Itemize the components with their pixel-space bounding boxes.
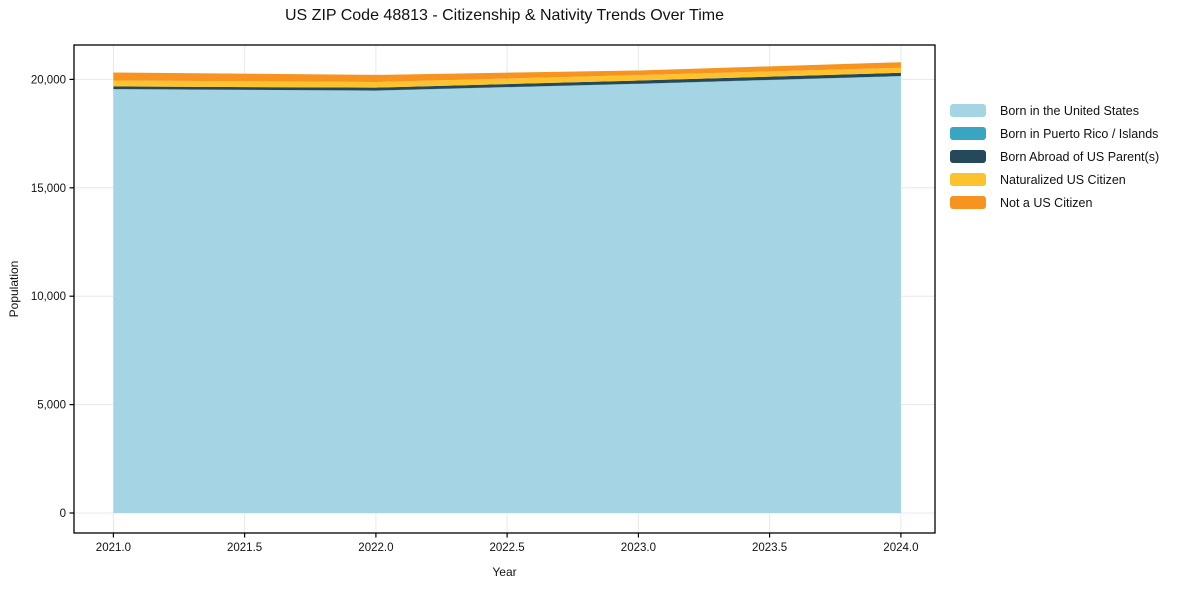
legend-swatch-naturalized bbox=[950, 173, 986, 186]
legend-swatch-not-citizen bbox=[950, 196, 986, 209]
legend-item: Born in the United States bbox=[950, 103, 1159, 118]
y-tick-label: 15,000 bbox=[31, 183, 66, 195]
x-tick-label: 2022.5 bbox=[490, 542, 525, 554]
legend-item: Naturalized US Citizen bbox=[950, 172, 1159, 187]
area-series-3 bbox=[113, 67, 901, 88]
legend-label: Naturalized US Citizen bbox=[1000, 172, 1126, 187]
x-tick-label: 2021.0 bbox=[96, 542, 131, 554]
y-tick-label: 20,000 bbox=[31, 74, 66, 86]
x-tick-label: 2023.5 bbox=[752, 542, 787, 554]
legend-label: Born Abroad of US Parent(s) bbox=[1000, 149, 1160, 164]
y-axis-label: Population bbox=[7, 260, 21, 318]
legend-swatch-born-abroad bbox=[950, 150, 986, 163]
y-tick-label: 5,000 bbox=[37, 400, 66, 412]
x-tick-label: 2021.5 bbox=[227, 542, 262, 554]
x-tick-label: 2023.0 bbox=[621, 542, 656, 554]
y-tick-label: 10,000 bbox=[31, 291, 66, 303]
x-tick-label: 2024.0 bbox=[883, 542, 918, 554]
x-axis-label: Year bbox=[492, 565, 517, 579]
legend-swatch-born-puerto-rico bbox=[950, 127, 986, 140]
x-tick-label: 2022.0 bbox=[358, 542, 393, 554]
legend-label: Born in Puerto Rico / Islands bbox=[1000, 126, 1159, 141]
legend-item: Not a US Citizen bbox=[950, 195, 1159, 210]
area-series-0 bbox=[113, 76, 901, 514]
plot-border bbox=[73, 44, 936, 534]
y-tick-label: 0 bbox=[60, 508, 66, 520]
chart-title: US ZIP Code 48813 - Citizenship & Nativi… bbox=[285, 7, 724, 24]
legend-item: Born in Puerto Rico / Islands bbox=[950, 126, 1159, 141]
legend-label: Born in the United States bbox=[1000, 103, 1139, 118]
legend: Born in the United States Born in Puerto… bbox=[950, 103, 1160, 210]
legend-swatch-born-in-us bbox=[950, 104, 986, 117]
legend-item: Born Abroad of US Parent(s) bbox=[950, 149, 1160, 164]
area-series-4 bbox=[113, 62, 901, 82]
area-series-2 bbox=[113, 72, 901, 91]
legend-label: Not a US Citizen bbox=[1000, 195, 1093, 210]
